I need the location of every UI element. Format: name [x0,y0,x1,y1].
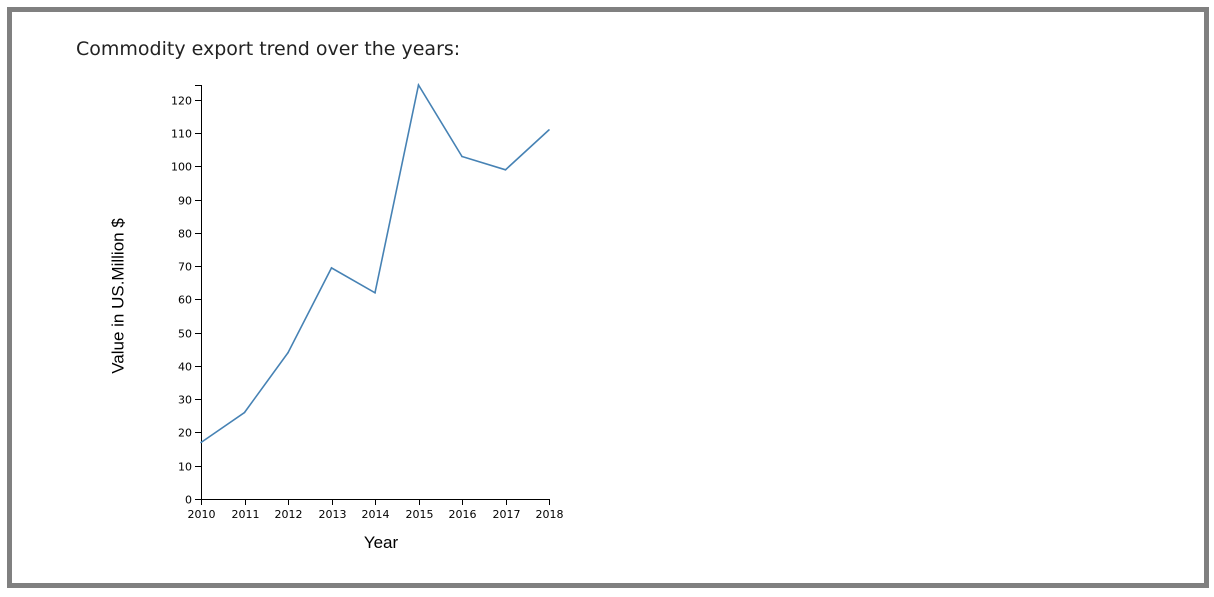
y-tick-label: 100 [171,161,192,174]
y-tick-label: 70 [178,261,192,274]
data-point [504,169,507,171]
x-tick-label: 2014 [362,508,390,521]
series-line [200,82,550,444]
x-tick-label: 2017 [493,508,521,521]
y-axis-line [195,85,202,500]
data-point [461,155,463,158]
plot-area [200,82,550,444]
data-point [287,351,289,354]
data-point [417,84,420,86]
y-tick-label: 110 [171,128,192,141]
y-tick-label: 90 [178,195,192,208]
x-axis: 2010 2011 2012 2013 2014 2015 2016 2017 2018 [188,499,564,521]
y-tick-label: 80 [178,228,192,241]
x-tick-label: 2010 [188,508,216,521]
y-tick-label: 60 [178,294,192,307]
x-tick-label: 2011 [232,508,260,521]
y-axis-title: Value in US.Million $ [108,218,127,374]
y-tick-label: 10 [178,461,192,474]
y-tick-label: 30 [178,394,192,407]
y-axis: 0 10 20 30 40 50 60 70 80 90 100 110 120 [171,85,202,507]
x-tick-label: 2012 [275,508,303,521]
x-tick-label: 2015 [406,508,434,521]
data-point [374,292,376,294]
x-tick-label: 2018 [536,508,564,521]
x-tick-label: 2016 [449,508,477,521]
data-point [330,267,333,269]
data-point [200,441,202,444]
data-point [548,129,550,131]
y-tick-label: 0 [185,494,192,507]
y-tick-label: 20 [178,427,192,440]
page-frame: Commodity export trend over the years: 0… [7,7,1209,588]
y-tick-label: 50 [178,328,192,341]
page-title: Commodity export trend over the years: [76,38,461,60]
x-tick-label: 2013 [319,508,347,521]
y-tick-label: 120 [171,95,192,108]
x-axis-title: Year [364,533,399,552]
y-tick-label: 40 [178,361,192,374]
data-point [243,411,246,414]
